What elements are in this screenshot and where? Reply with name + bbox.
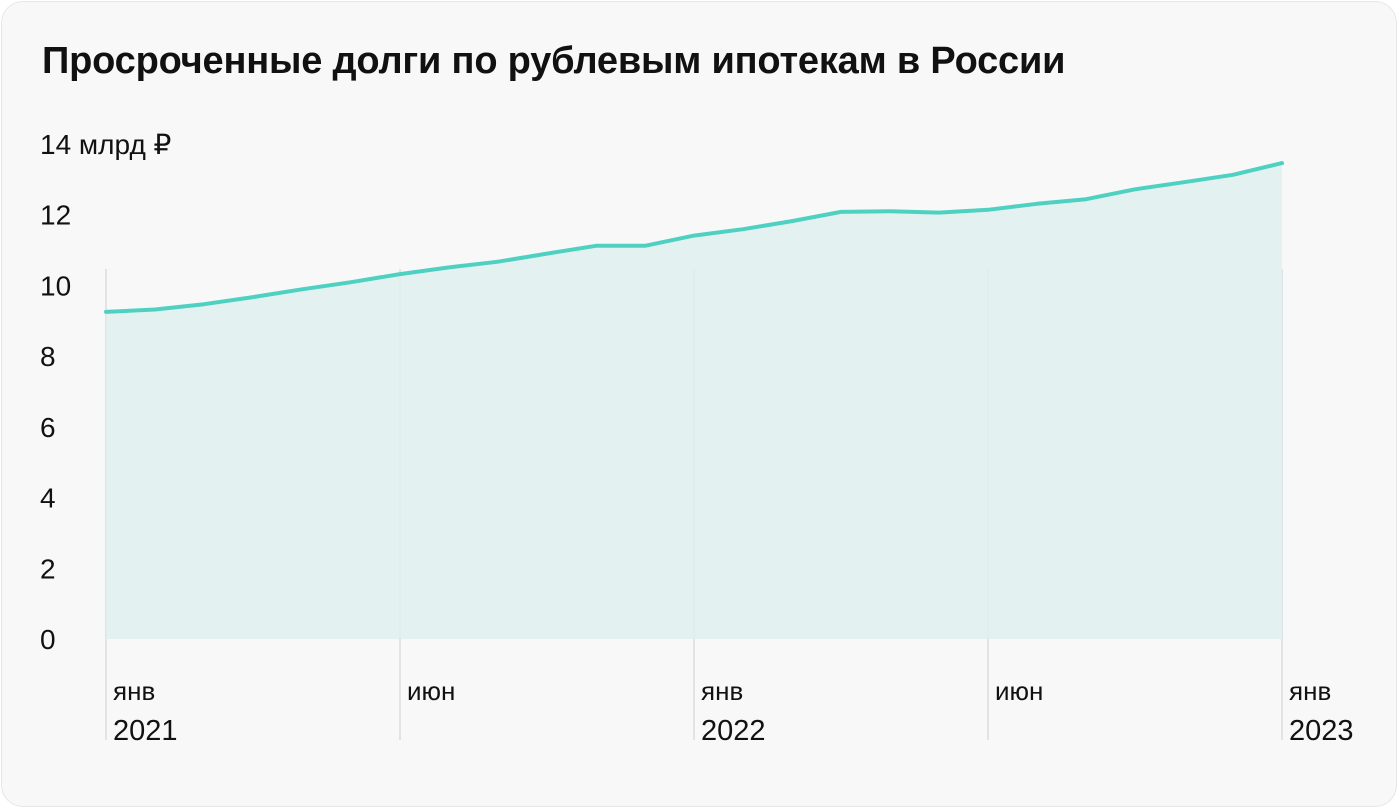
x-tick-month-label: июн bbox=[995, 676, 1043, 706]
y-axis-tick-labels: 0 2 4 6 8 10 12 14 млрд ₽ bbox=[40, 129, 171, 655]
x-tick-year-label: 2022 bbox=[701, 715, 766, 747]
x-tick-month-label: янв bbox=[1289, 676, 1331, 706]
x-tick-month-label: янв bbox=[113, 676, 155, 706]
y-tick-label: 0 bbox=[40, 624, 56, 655]
y-tick-label: 2 bbox=[40, 553, 56, 584]
x-tick-month-label: июн bbox=[407, 676, 455, 706]
x-axis-tick-labels: янв 2021 июн янв 2022 июн янв 2023 bbox=[113, 676, 1354, 747]
series-line bbox=[104, 161, 1284, 314]
y-tick-label: 12 bbox=[40, 200, 71, 231]
y-tick-label: 6 bbox=[40, 412, 56, 443]
x-tick-month-label: янв bbox=[701, 676, 743, 706]
y-tick-label: 4 bbox=[40, 483, 56, 514]
y-tick-label: 14 млрд ₽ bbox=[40, 129, 171, 160]
chart-title: Просроченные долги по рублевым ипотекам … bbox=[42, 40, 1066, 82]
y-tick-label: 10 bbox=[40, 270, 71, 301]
y-tick-label: 8 bbox=[40, 341, 56, 372]
x-tick-year-label: 2021 bbox=[113, 715, 178, 747]
x-tick-year-label: 2023 bbox=[1289, 715, 1354, 747]
area-fill bbox=[106, 163, 1282, 639]
